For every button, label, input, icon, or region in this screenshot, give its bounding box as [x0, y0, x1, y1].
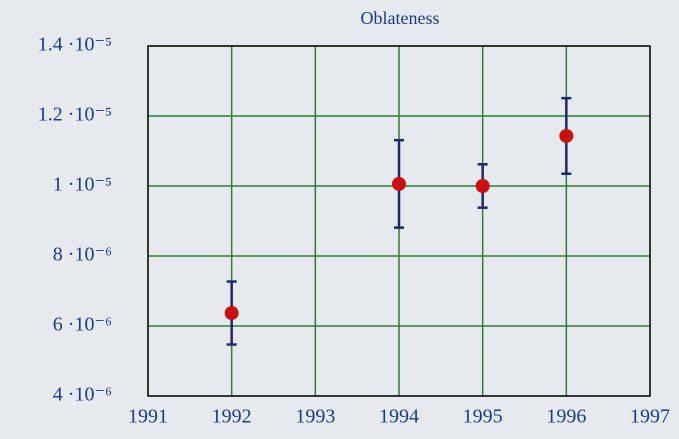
x-tick-label: 1991 — [128, 406, 168, 428]
data-point — [224, 306, 239, 321]
x-tick-label: 1997 — [630, 406, 670, 428]
y-tick-label: 8 ·10⁻⁶ — [53, 244, 112, 266]
x-tick-label: 1996 — [546, 406, 586, 428]
chart-title: Oblateness — [361, 8, 440, 28]
y-tick-label: 1 ·10⁻⁵ — [53, 174, 112, 196]
y-tick-label: 1.2 ·10⁻⁵ — [38, 104, 112, 126]
y-tick-label: 6 ·10⁻⁶ — [53, 314, 112, 336]
y-tick-label: 4 ·10⁻⁶ — [53, 384, 112, 406]
data-point — [475, 179, 490, 193]
data-point — [392, 176, 406, 191]
x-tick-label: 1995 — [463, 406, 503, 428]
plot-frame — [147, 45, 651, 397]
x-tick-label: 1994 — [379, 406, 419, 428]
x-tick-label: 1992 — [212, 406, 252, 428]
data-point — [559, 128, 574, 143]
y-tick-label: 1.4 ·10⁻⁵ — [38, 34, 112, 56]
x-tick-label: 1993 — [295, 406, 335, 428]
